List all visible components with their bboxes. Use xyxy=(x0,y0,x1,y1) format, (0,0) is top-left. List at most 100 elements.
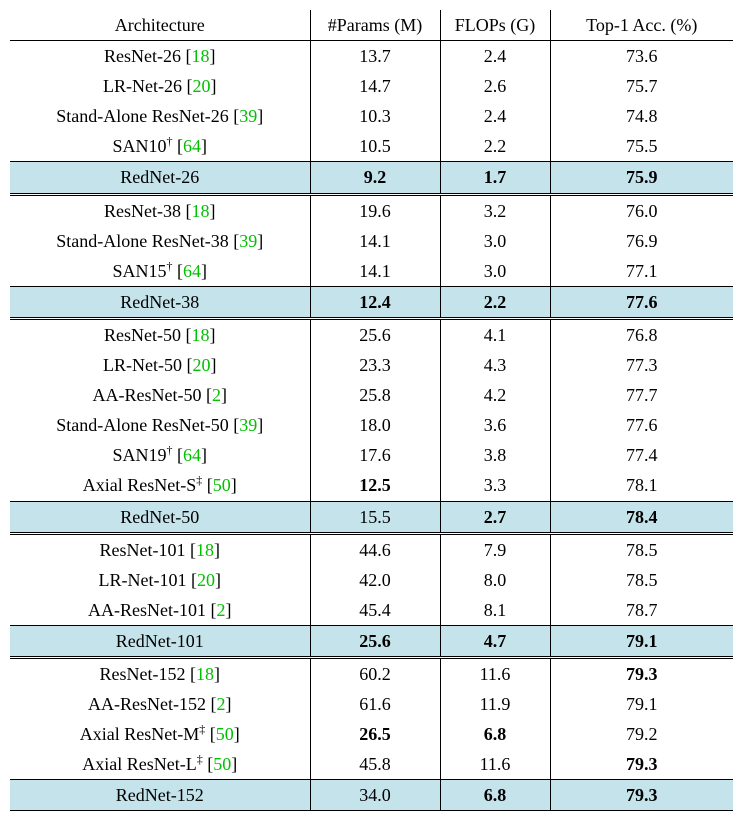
citation-link[interactable]: 2 xyxy=(216,694,225,714)
table-cell: 77.1 xyxy=(550,256,733,287)
arch-cell: RedNet-38 xyxy=(10,286,310,318)
citation-link[interactable]: 50 xyxy=(213,475,231,495)
table-cell: 4.7 xyxy=(440,625,550,657)
table-row: ResNet-152 [18]60.211.679.3 xyxy=(10,657,733,689)
table-cell: 26.5 xyxy=(310,719,440,749)
table-cell: 14.7 xyxy=(310,71,440,101)
table-cell: 75.5 xyxy=(550,131,733,162)
arch-cell: AA-ResNet-152 [2] xyxy=(10,689,310,719)
citation-link[interactable]: 18 xyxy=(191,46,209,66)
arch-cell: LR-Net-50 [20] xyxy=(10,350,310,380)
table-cell: 3.3 xyxy=(440,470,550,501)
table-cell: 23.3 xyxy=(310,350,440,380)
table-row: Axial ResNet-S‡ [50]12.53.378.1 xyxy=(10,470,733,501)
citation-link[interactable]: 20 xyxy=(192,76,210,96)
table-cell: 2.2 xyxy=(440,286,550,318)
table-row: Stand-Alone ResNet-26 [39]10.32.474.8 xyxy=(10,101,733,131)
table-cell: 73.6 xyxy=(550,41,733,72)
table-cell: 12.5 xyxy=(310,470,440,501)
table-row-highlight: RedNet-3812.42.277.6 xyxy=(10,286,733,318)
table-row: SAN15† [64]14.13.077.1 xyxy=(10,256,733,287)
table-cell: 19.6 xyxy=(310,194,440,226)
table-cell: 79.2 xyxy=(550,719,733,749)
table-cell: 2.6 xyxy=(440,71,550,101)
arch-cell: SAN15† [64] xyxy=(10,256,310,287)
table-cell: 77.6 xyxy=(550,286,733,318)
table-cell: 10.5 xyxy=(310,131,440,162)
table-row-highlight: RedNet-15234.06.879.3 xyxy=(10,780,733,811)
table-row: ResNet-38 [18]19.63.276.0 xyxy=(10,194,733,226)
col-arch: Architecture xyxy=(10,10,310,41)
citation-link[interactable]: 64 xyxy=(183,261,201,281)
table-cell: 74.8 xyxy=(550,101,733,131)
table-cell: 17.6 xyxy=(310,440,440,470)
table-row-highlight: RedNet-10125.64.779.1 xyxy=(10,625,733,657)
results-table: Architecture #Params (M) FLOPs (G) Top-1… xyxy=(10,10,733,811)
table-row: SAN10† [64]10.52.275.5 xyxy=(10,131,733,162)
citation-link[interactable]: 20 xyxy=(192,355,210,375)
citation-link[interactable]: 18 xyxy=(191,201,209,221)
arch-cell: LR-Net-26 [20] xyxy=(10,71,310,101)
arch-cell: RedNet-50 xyxy=(10,501,310,533)
table-cell: 79.3 xyxy=(550,657,733,689)
table-cell: 77.6 xyxy=(550,410,733,440)
arch-cell: ResNet-26 [18] xyxy=(10,41,310,72)
citation-link[interactable]: 2 xyxy=(212,385,221,405)
table-cell: 13.7 xyxy=(310,41,440,72)
citation-link[interactable]: 20 xyxy=(197,570,215,590)
citation-link[interactable]: 39 xyxy=(239,415,257,435)
table-cell: 25.6 xyxy=(310,318,440,350)
citation-link[interactable]: 50 xyxy=(213,754,231,774)
table-cell: 2.2 xyxy=(440,131,550,162)
col-acc: Top-1 Acc. (%) xyxy=(550,10,733,41)
table-cell: 45.8 xyxy=(310,749,440,780)
table-cell: 14.1 xyxy=(310,256,440,287)
arch-cell: Axial ResNet-L‡ [50] xyxy=(10,749,310,780)
table-cell: 8.1 xyxy=(440,595,550,626)
table-cell: 78.1 xyxy=(550,470,733,501)
arch-cell: Axial ResNet-M‡ [50] xyxy=(10,719,310,749)
table-row-highlight: RedNet-5015.52.778.4 xyxy=(10,501,733,533)
table-cell: 78.5 xyxy=(550,565,733,595)
table-cell: 25.8 xyxy=(310,380,440,410)
table-row: ResNet-26 [18]13.72.473.6 xyxy=(10,41,733,72)
citation-link[interactable]: 18 xyxy=(196,664,214,684)
table-cell: 11.9 xyxy=(440,689,550,719)
citation-link[interactable]: 50 xyxy=(216,724,234,744)
citation-link[interactable]: 39 xyxy=(239,106,257,126)
table-cell: 78.5 xyxy=(550,533,733,565)
table-cell: 18.0 xyxy=(310,410,440,440)
table-cell: 6.8 xyxy=(440,719,550,749)
arch-cell: ResNet-152 [18] xyxy=(10,657,310,689)
table-cell: 75.9 xyxy=(550,162,733,194)
table-cell: 11.6 xyxy=(440,657,550,689)
table-cell: 34.0 xyxy=(310,780,440,811)
arch-cell: LR-Net-101 [20] xyxy=(10,565,310,595)
table-cell: 45.4 xyxy=(310,595,440,626)
table-cell: 76.8 xyxy=(550,318,733,350)
table-cell: 77.4 xyxy=(550,440,733,470)
table-row: Stand-Alone ResNet-50 [39]18.03.677.6 xyxy=(10,410,733,440)
citation-link[interactable]: 18 xyxy=(191,325,209,345)
table-cell: 14.1 xyxy=(310,226,440,256)
arch-cell: RedNet-152 xyxy=(10,780,310,811)
table-row: ResNet-101 [18]44.67.978.5 xyxy=(10,533,733,565)
citation-link[interactable]: 64 xyxy=(183,445,201,465)
table-cell: 7.9 xyxy=(440,533,550,565)
citation-link[interactable]: 2 xyxy=(216,600,225,620)
table-cell: 8.0 xyxy=(440,565,550,595)
citation-link[interactable]: 39 xyxy=(239,231,257,251)
table-cell: 44.6 xyxy=(310,533,440,565)
citation-link[interactable]: 64 xyxy=(183,136,201,156)
citation-link[interactable]: 18 xyxy=(196,540,214,560)
table-cell: 11.6 xyxy=(440,749,550,780)
arch-cell: Stand-Alone ResNet-26 [39] xyxy=(10,101,310,131)
table-cell: 76.0 xyxy=(550,194,733,226)
table-cell: 3.6 xyxy=(440,410,550,440)
table-cell: 3.2 xyxy=(440,194,550,226)
table-cell: 76.9 xyxy=(550,226,733,256)
table-row: Axial ResNet-M‡ [50]26.56.879.2 xyxy=(10,719,733,749)
table-cell: 3.0 xyxy=(440,256,550,287)
arch-cell: RedNet-26 xyxy=(10,162,310,194)
arch-cell: ResNet-50 [18] xyxy=(10,318,310,350)
